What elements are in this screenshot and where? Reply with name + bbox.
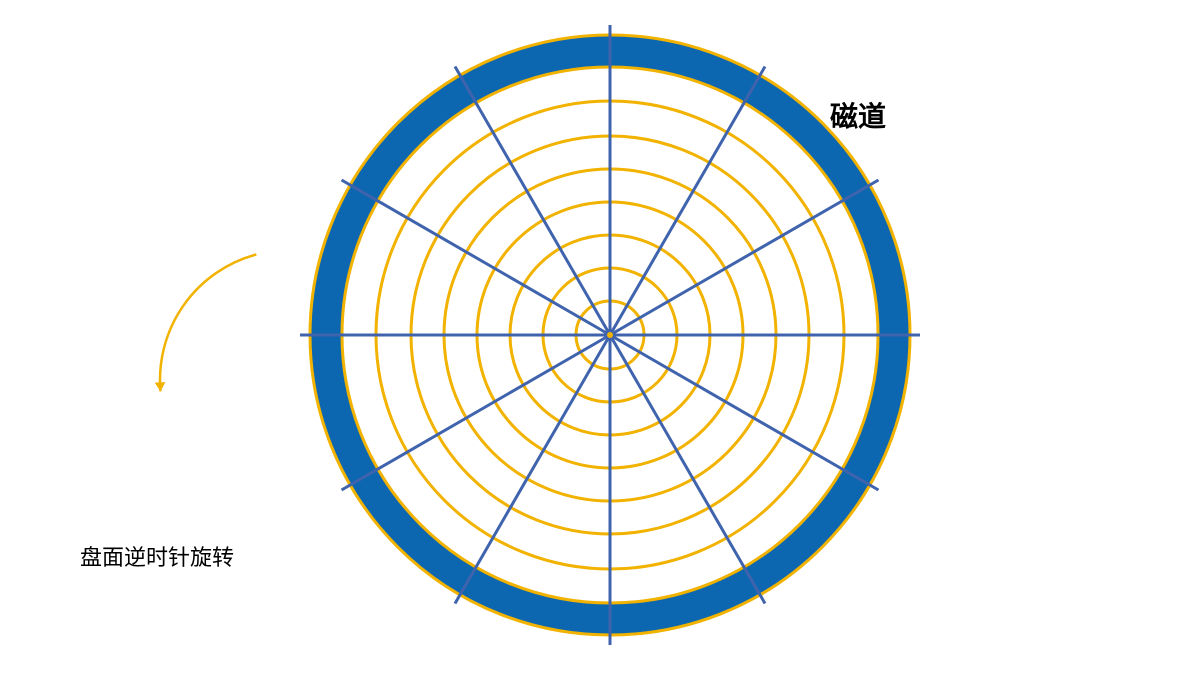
track-label: 磁道 — [830, 95, 886, 135]
disk-svg — [0, 0, 1200, 675]
rotation-caption: 盘面逆时针旋转 — [80, 540, 234, 572]
rotation-arrow-arc — [160, 254, 256, 391]
center-dot — [607, 332, 613, 338]
rotation-arrow-head — [155, 382, 166, 391]
diagram-stage: 磁道 盘面逆时针旋转 — [0, 0, 1200, 675]
